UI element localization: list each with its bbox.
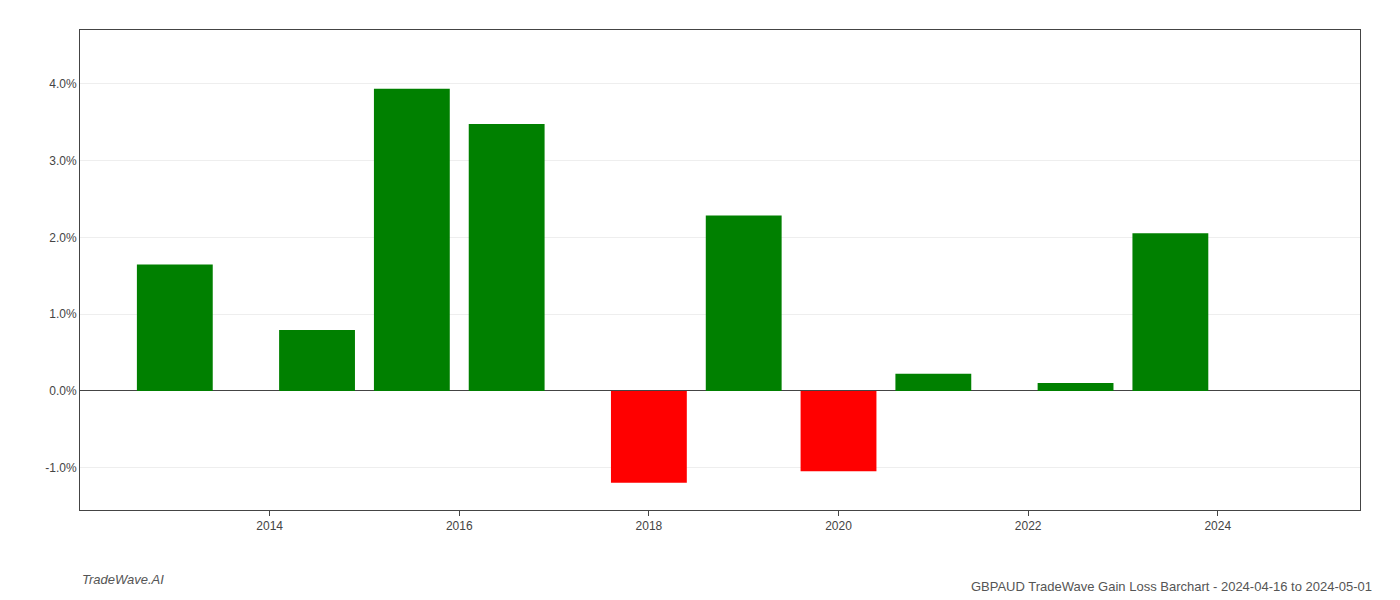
svg-text:-1.0%: -1.0% xyxy=(45,461,77,475)
svg-text:2014: 2014 xyxy=(256,519,283,533)
svg-text:2024: 2024 xyxy=(1204,519,1231,533)
svg-text:1.0%: 1.0% xyxy=(49,307,77,321)
svg-text:0.0%: 0.0% xyxy=(49,384,77,398)
svg-text:2016: 2016 xyxy=(446,519,473,533)
svg-text:2020: 2020 xyxy=(825,519,852,533)
svg-text:3.0%: 3.0% xyxy=(49,154,77,168)
svg-text:2022: 2022 xyxy=(1015,519,1042,533)
svg-text:2.0%: 2.0% xyxy=(49,231,77,245)
svg-text:GBPAUD TradeWave Gain Loss Bar: GBPAUD TradeWave Gain Loss Barchart - 20… xyxy=(971,579,1372,594)
svg-text:2018: 2018 xyxy=(636,519,663,533)
svg-text:4.0%: 4.0% xyxy=(49,77,77,91)
svg-text:TradeWave.AI: TradeWave.AI xyxy=(82,572,164,587)
